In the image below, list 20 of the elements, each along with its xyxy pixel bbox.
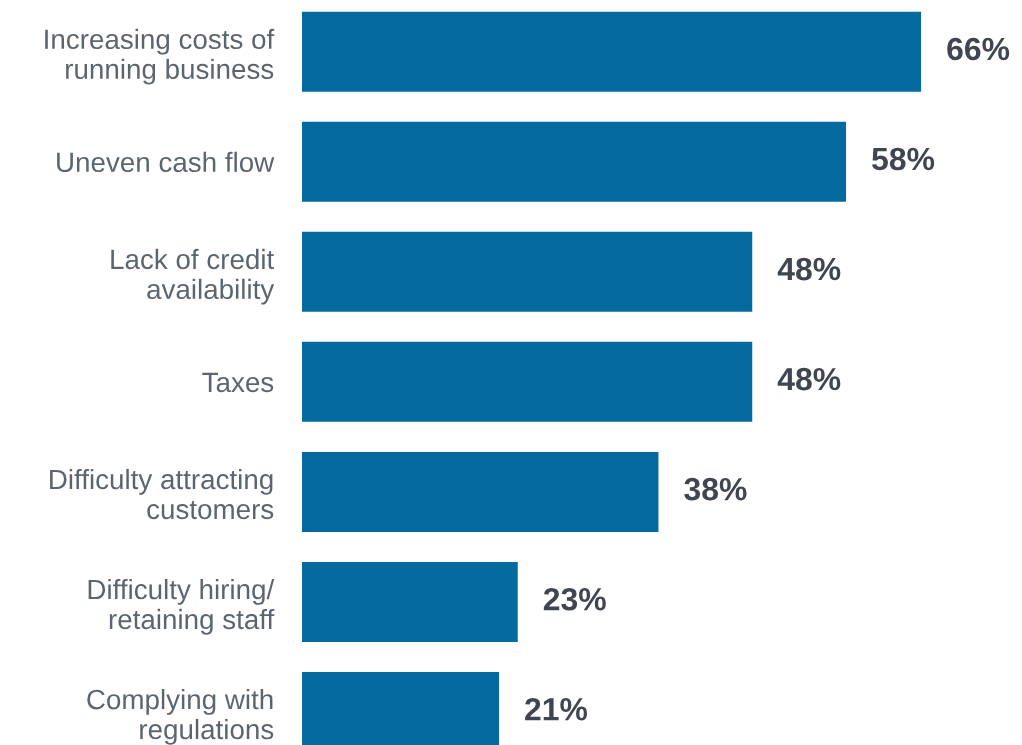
data-label: 48% bbox=[777, 257, 841, 281]
data-label: 21% bbox=[525, 697, 588, 721]
y-tick-label: Complying with regulations bbox=[87, 688, 274, 745]
y-tick-label: Difficulty hiring/ retaining staff bbox=[88, 578, 275, 635]
y-tick-label: Increasing costs of running business bbox=[45, 28, 275, 85]
data-label: 66% bbox=[947, 37, 1010, 61]
bar bbox=[302, 341, 753, 422]
bar bbox=[302, 451, 659, 532]
bar bbox=[302, 11, 922, 92]
data-label: 23% bbox=[543, 587, 606, 611]
data-label: 38% bbox=[684, 477, 747, 501]
y-tick-label: Taxes bbox=[202, 372, 274, 393]
y-tick-label: Difficulty attracting customers bbox=[50, 468, 274, 520]
data-label: 48% bbox=[777, 367, 841, 391]
data-label: 58% bbox=[872, 147, 935, 171]
bar bbox=[302, 121, 847, 202]
bar bbox=[302, 561, 518, 642]
y-tick-label: Lack of credit availability bbox=[111, 248, 275, 305]
bar bbox=[302, 231, 753, 312]
y-tick-label: Uneven cash flow bbox=[57, 151, 275, 173]
